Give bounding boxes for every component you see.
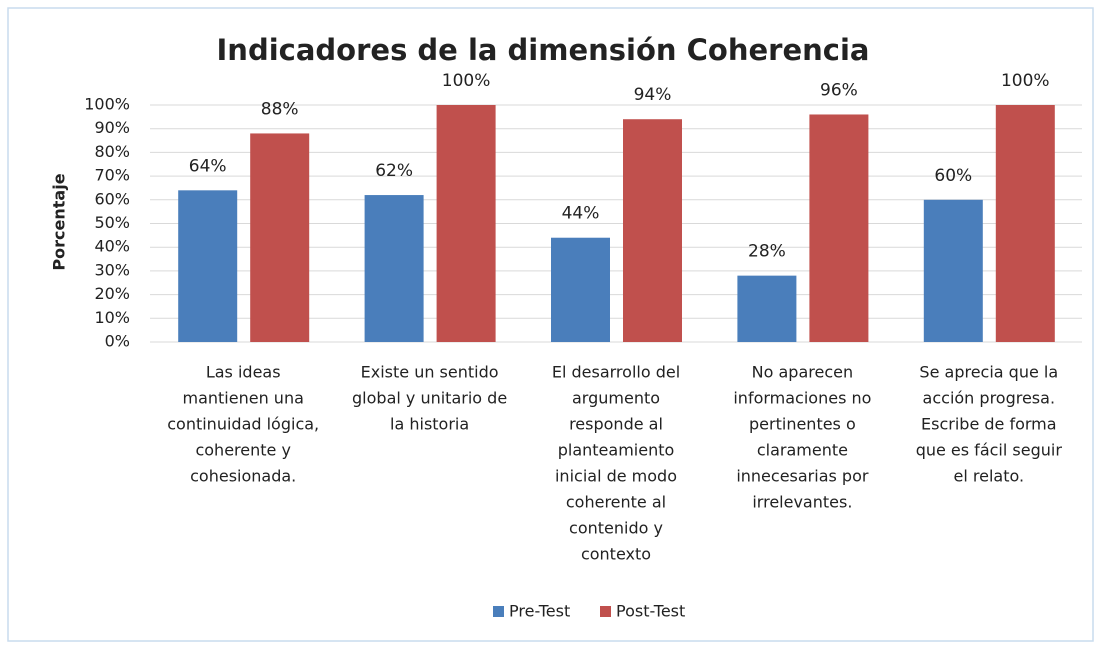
- x-tick-label: claramente: [757, 441, 848, 460]
- x-tick-label: Existe un sentido: [361, 363, 499, 382]
- data-label: 60%: [934, 166, 972, 186]
- x-tick-label: la historia: [390, 415, 469, 434]
- data-label: 88%: [261, 99, 299, 119]
- bar: [436, 105, 496, 342]
- y-tick-label: 100%: [84, 95, 130, 114]
- chart-title: Indicadores de la dimensión Coherencia: [217, 33, 870, 67]
- x-tick-label: argumento: [572, 389, 660, 408]
- data-label: 64%: [189, 156, 227, 176]
- bar: [250, 133, 310, 342]
- x-tick-label: irrelevantes.: [752, 493, 852, 512]
- y-tick-label: 30%: [94, 260, 130, 279]
- x-tick-label: coherente y: [195, 441, 290, 460]
- x-tick-label: innecesarias por: [736, 467, 869, 486]
- x-tick-label: Las ideas: [206, 363, 281, 382]
- x-tick-label: pertinentes o: [749, 415, 856, 434]
- data-label: 44%: [562, 204, 600, 224]
- x-tick-label: Se aprecia que la: [919, 363, 1058, 382]
- y-tick-label: 70%: [94, 166, 130, 185]
- y-tick-label: 50%: [94, 213, 130, 232]
- y-tick-label: 90%: [94, 118, 130, 137]
- x-tick-label: coherente al: [566, 493, 666, 512]
- x-tick-label: Escribe de forma: [921, 415, 1057, 434]
- data-label: 100%: [1001, 71, 1050, 91]
- bar: [737, 275, 797, 342]
- x-tick-label: acción progresa.: [923, 389, 1055, 408]
- x-tick-label: No aparecen: [752, 363, 853, 382]
- x-tick-label: el relato.: [954, 467, 1025, 486]
- bar: [809, 114, 869, 342]
- data-label: 96%: [820, 80, 858, 100]
- x-tick-label: que es fácil seguir: [916, 441, 1063, 460]
- legend-swatch: [493, 606, 504, 617]
- data-label: 100%: [442, 71, 491, 91]
- y-tick-label: 0%: [105, 332, 130, 351]
- bar: [364, 195, 424, 342]
- x-tick-label: planteamiento: [558, 441, 675, 460]
- x-tick-label: global y unitario de: [352, 389, 507, 408]
- bar: [923, 199, 983, 342]
- legend-label: Pre-Test: [509, 602, 570, 621]
- x-tick-label: responde al: [569, 415, 663, 434]
- x-tick-label: inicial de modo: [555, 467, 677, 486]
- data-label: 62%: [375, 161, 413, 181]
- x-tick-label: El desarrollo del: [552, 363, 680, 382]
- y-tick-label: 60%: [94, 189, 130, 208]
- x-tick-label: contenido y: [569, 519, 663, 538]
- y-tick-label: 40%: [94, 237, 130, 256]
- bar: [551, 237, 610, 342]
- y-tick-label: 80%: [94, 142, 130, 161]
- x-tick-label: mantienen una: [183, 389, 304, 408]
- bar: [178, 190, 238, 342]
- x-tick-label: informaciones no: [733, 389, 871, 408]
- x-tick-label: cohesionada.: [190, 467, 296, 486]
- data-label: 28%: [748, 242, 786, 262]
- data-label: 94%: [634, 85, 672, 105]
- bar: [623, 119, 682, 342]
- bar: [995, 105, 1055, 342]
- y-axis-label: Porcentaje: [50, 173, 69, 270]
- y-tick-label: 20%: [94, 284, 130, 303]
- x-tick-label: continuidad lógica,: [167, 415, 319, 434]
- legend-swatch: [600, 606, 611, 617]
- legend-label: Post-Test: [616, 602, 685, 621]
- y-tick-label: 10%: [94, 308, 130, 327]
- x-tick-label: contexto: [581, 545, 651, 564]
